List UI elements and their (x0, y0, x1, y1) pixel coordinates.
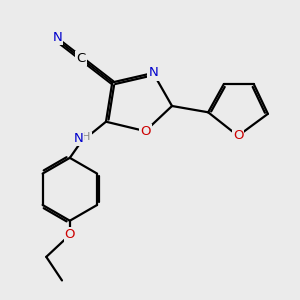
Text: N: N (74, 132, 83, 145)
Text: O: O (233, 129, 243, 142)
Text: H: H (82, 132, 91, 142)
Text: N: N (148, 67, 158, 80)
Text: O: O (140, 124, 151, 138)
Text: C: C (76, 52, 86, 65)
Text: O: O (64, 228, 75, 242)
Text: N: N (52, 31, 62, 44)
